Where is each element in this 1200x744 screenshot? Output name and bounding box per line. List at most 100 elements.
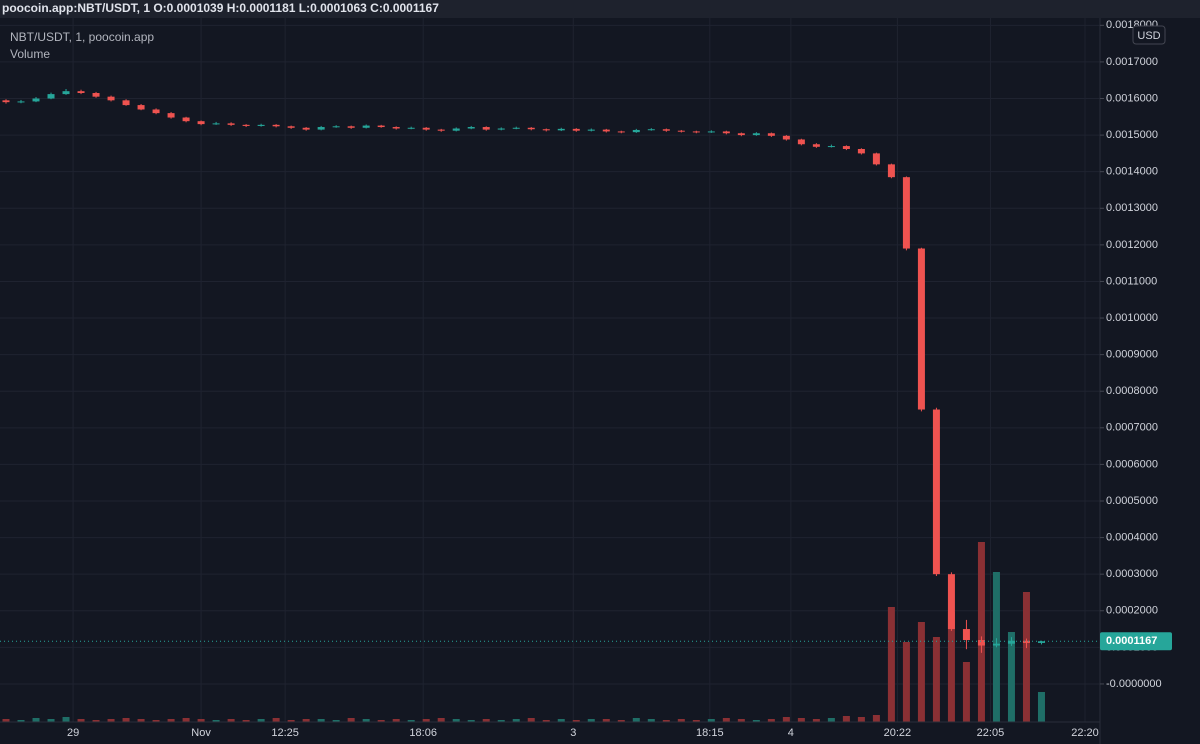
candle-body xyxy=(17,101,25,103)
candle-body xyxy=(422,127,430,130)
candle-body xyxy=(992,643,1000,646)
volume-bar xyxy=(347,718,355,722)
candle-body xyxy=(392,127,400,129)
y-tick-label: 0.0013000 xyxy=(1106,202,1158,214)
volume-bar xyxy=(122,718,130,722)
candle-body xyxy=(647,129,655,131)
volume-bar xyxy=(257,719,265,722)
candle-body xyxy=(62,91,70,95)
candle-body xyxy=(812,144,820,147)
candle-body xyxy=(272,124,280,127)
candle-body xyxy=(962,629,970,641)
candle-body xyxy=(137,105,145,110)
candle-body xyxy=(242,124,250,126)
volume-bar xyxy=(77,719,85,722)
volume-bar xyxy=(197,719,205,722)
x-tick-label: 4 xyxy=(788,727,794,739)
candle-body xyxy=(527,127,535,130)
currency-button[interactable] xyxy=(1132,25,1166,45)
candle-body xyxy=(317,127,325,130)
volume-bar xyxy=(422,719,430,722)
volume-bar xyxy=(317,719,325,722)
volume-bar xyxy=(842,716,850,722)
candle-body xyxy=(587,129,595,131)
candle-body xyxy=(842,146,850,149)
volume-bar xyxy=(932,637,940,722)
volume-bar xyxy=(17,720,25,722)
volume-bar xyxy=(977,542,985,722)
volume-bar xyxy=(2,719,10,722)
candle-body xyxy=(617,131,625,133)
volume-bar xyxy=(752,720,760,722)
volume-bar xyxy=(212,720,220,722)
candle-body xyxy=(767,133,775,136)
volume-bar xyxy=(827,718,835,722)
candle-body xyxy=(782,135,790,140)
candle-body xyxy=(107,96,115,101)
x-tick-label: 22:05 xyxy=(977,727,1005,739)
volume-bar xyxy=(437,718,445,722)
y-tick-label: 0.0015000 xyxy=(1106,129,1158,141)
candle-body xyxy=(437,129,445,131)
volume-bar xyxy=(287,720,295,722)
candle-body xyxy=(362,125,370,128)
candle-body xyxy=(512,127,520,129)
candle-body xyxy=(167,113,175,118)
candle-body xyxy=(92,93,100,97)
axis-layer: 0.00180000.00170000.00160000.00150000.00… xyxy=(0,19,1172,739)
candle-body xyxy=(722,131,730,134)
y-tick-label: -0.0000000 xyxy=(1106,678,1162,690)
candle-body xyxy=(572,128,580,131)
volume-bar xyxy=(782,717,790,722)
candle-body xyxy=(407,127,415,129)
x-tick-label: 20:22 xyxy=(884,727,912,739)
candle-body xyxy=(32,98,40,102)
x-tick-label: 12:25 xyxy=(271,727,299,739)
volume-bar xyxy=(632,718,640,722)
last-price-box xyxy=(1100,632,1172,651)
volume-bar xyxy=(857,717,865,722)
volume-bar xyxy=(692,720,700,722)
volume-bar xyxy=(662,720,670,722)
volume-bar xyxy=(617,720,625,722)
x-tick-label: Nov xyxy=(191,727,211,739)
volume-bar xyxy=(47,719,55,722)
volume-bar xyxy=(572,720,580,722)
header-text: poocoin.app:NBT/USDT, 1 O:0.0001039 H:0.… xyxy=(2,1,439,15)
candle-body xyxy=(602,129,610,132)
header-bar xyxy=(0,0,1200,18)
candle-body xyxy=(347,126,355,128)
volume-bar xyxy=(107,719,115,722)
volume-bar xyxy=(1037,692,1045,722)
volume-bar xyxy=(797,718,805,722)
candle-body xyxy=(482,127,490,130)
candle-body xyxy=(287,126,295,128)
candle-body xyxy=(872,153,880,165)
volume-bar xyxy=(32,718,40,722)
candle-body xyxy=(857,148,865,154)
candle-body xyxy=(2,100,10,103)
candle-body xyxy=(707,131,715,133)
x-tick-label: 22:20 xyxy=(1071,727,1099,739)
currency-label[interactable]: USD xyxy=(1137,30,1160,42)
volume-bar xyxy=(722,718,730,722)
volume-bar xyxy=(602,719,610,722)
volume-bar xyxy=(1007,632,1015,722)
candle-body xyxy=(152,109,160,114)
candle-body xyxy=(1007,640,1015,644)
y-tick-label: 0.0006000 xyxy=(1106,458,1158,470)
volume-bar xyxy=(407,720,415,722)
volume-bar xyxy=(467,720,475,722)
x-tick-label: 18:06 xyxy=(409,727,437,739)
candle-body xyxy=(947,574,955,630)
y-tick-label: 0.0016000 xyxy=(1106,92,1158,104)
volume-bar xyxy=(707,719,715,722)
candle-body xyxy=(977,640,985,646)
candle-body xyxy=(887,164,895,178)
y-tick-label: 0.0002000 xyxy=(1106,605,1158,617)
y-tick-label: 0.0007000 xyxy=(1106,422,1158,434)
y-tick-label: 0.0014000 xyxy=(1106,166,1158,178)
y-tick-label: 0.0004000 xyxy=(1106,531,1158,543)
